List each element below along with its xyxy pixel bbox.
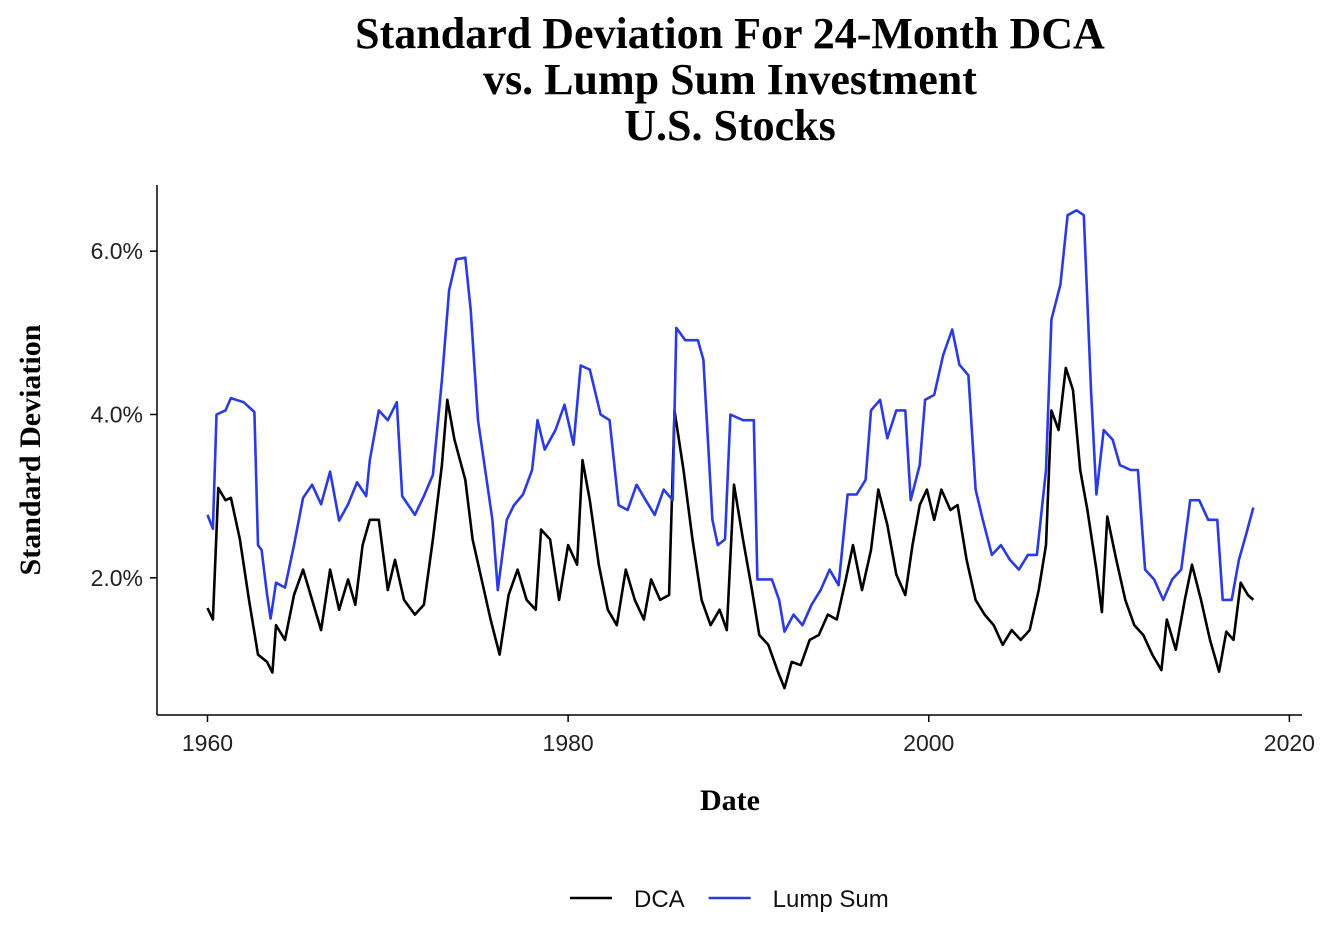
y-axis-label: Standard Deviation	[14, 324, 47, 575]
x-tick-label: 2000	[903, 730, 954, 756]
y-tick-label: 4.0%	[91, 401, 143, 427]
y-tick-label: 6.0%	[91, 238, 143, 264]
line	[206, 209, 1255, 633]
x-tick-label: 1980	[543, 730, 594, 756]
y-tick-label: 2.0%	[91, 565, 143, 591]
x-tick-label: 2020	[1264, 730, 1315, 756]
legend-label: DCA	[634, 886, 685, 913]
title-line: vs. Lump Sum Investment	[483, 55, 977, 104]
x-axis-label: Date	[700, 784, 760, 817]
title-line: Standard Deviation For 24-Month DCA	[355, 9, 1105, 58]
x-tick-label: 1960	[182, 730, 233, 756]
legend-label: Lump Sum	[773, 886, 889, 913]
title-line: U.S. Stocks	[624, 101, 836, 150]
line	[206, 366, 1255, 690]
